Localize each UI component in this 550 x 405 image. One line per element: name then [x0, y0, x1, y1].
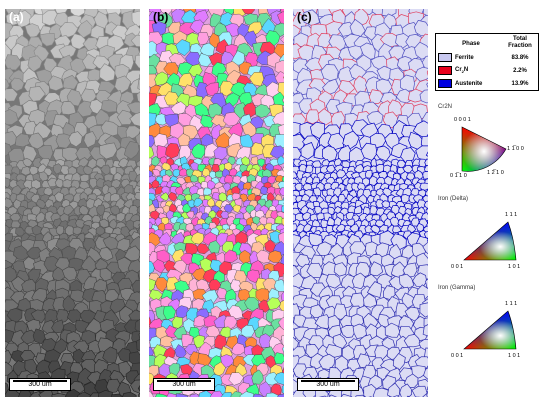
legend-header-phase: Phase — [462, 41, 480, 47]
ipf-axis-label-top: 0 0 0 1 — [454, 117, 471, 123]
legend-swatch — [438, 79, 452, 88]
ipf-axis-label-right: 1 0 1 — [508, 264, 521, 270]
legend-phase-fraction: 2.2% — [513, 67, 527, 74]
legend-row-austenite: Austenite 13.9% — [436, 77, 538, 90]
legend-phase-name: Austenite — [455, 80, 483, 87]
scale-bar-label: 300 um — [172, 381, 196, 388]
panel-b-label: (b) — [153, 10, 169, 24]
panel-c-label: (c) — [297, 10, 312, 24]
panel-a-label: (a) — [9, 10, 24, 24]
panel-c-scale-bar: 300 um — [297, 378, 359, 391]
ipf-triangle-cubic — [463, 310, 517, 350]
ipf-axis-label-bottom-left: 0 1̅ 1 0 — [450, 173, 467, 179]
phase-fraction-legend: Phase Total Fraction Ferrite 83.8% Cr2N … — [435, 33, 539, 91]
ipf-axis-label-top: 1 1 1 — [505, 212, 518, 218]
grayscale-grain-map — [5, 9, 140, 397]
legend-swatch — [438, 53, 452, 62]
legend-swatch — [438, 66, 452, 75]
ipf-key-title-cr2n: Cr2N — [438, 104, 453, 110]
panel-b-orientation-map: (b) 300 um — [149, 9, 284, 397]
ipf-axis-label-left: 0 0 1 — [451, 264, 464, 270]
scale-bar-line — [13, 380, 67, 382]
ipf-axis-label-right: 1 0 1 — [508, 353, 521, 359]
legend-row-cr2n: Cr2N 2.2% — [436, 64, 538, 77]
ipf-color-grain-map — [149, 9, 284, 397]
scale-bar-line — [301, 380, 355, 382]
ipf-key-cr2n — [458, 123, 514, 180]
ipf-key-iron-delta — [460, 218, 520, 269]
ipf-axis-label-top: 1 1 1 — [505, 301, 518, 307]
scale-bar-line — [157, 380, 211, 382]
scale-bar-label: 300 um — [316, 381, 340, 388]
ipf-key-title-iron-gamma: Iron (Gamma) — [438, 285, 476, 291]
legend-header-fraction: Total Fraction — [508, 36, 532, 49]
legend-phase-fraction: 83.8% — [511, 54, 529, 61]
panel-b-scale-bar: 300 um — [153, 378, 215, 391]
ipf-key-title-iron-delta: Iron (Delta) — [438, 196, 469, 202]
scale-bar-label: 300 um — [28, 381, 52, 388]
ipf-key-iron-gamma — [460, 307, 520, 358]
legend-phase-name-subscript: 2 — [461, 69, 464, 75]
phase-boundary-map — [293, 9, 428, 397]
ipf-axis-label-right: 1 1̅ 0 0 — [507, 146, 524, 152]
panel-c-phase-map: (c) 300 um — [293, 9, 428, 397]
legend-phase-fraction: 13.9% — [511, 80, 529, 87]
ipf-triangle-cubic — [463, 221, 517, 261]
legend-phase-name: Ferrite — [455, 54, 474, 61]
legend-phase-name-tail: N — [463, 66, 469, 73]
ipf-triangle-hexagonal — [461, 126, 507, 172]
legend-phase-name: Cr2N — [455, 67, 504, 74]
legend-header: Phase Total Fraction — [436, 34, 538, 51]
legend-row-ferrite: Ferrite 83.8% — [436, 51, 538, 64]
panel-a-scale-bar: 300 um — [9, 378, 71, 391]
panel-a-grayscale-micrograph: (a) 300 um — [5, 9, 140, 397]
legend-phase-name-base: Cr — [455, 66, 462, 73]
ipf-axis-label-left: 0 0 1 — [451, 353, 464, 359]
ipf-axis-label-bottom-right: 1 2̅ 1 0 — [487, 170, 504, 176]
